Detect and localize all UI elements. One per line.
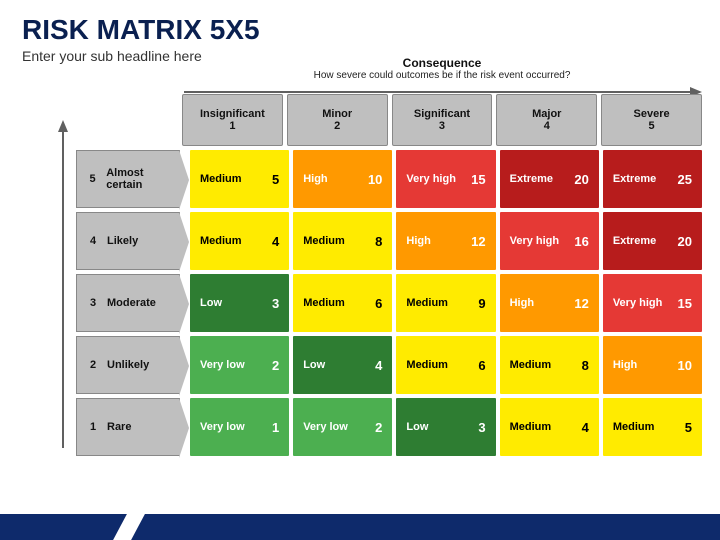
row-headers: 5Almost certain4Likely3Moderate2Unlikely…	[76, 150, 180, 456]
risk-cell-label: Extreme	[510, 173, 553, 185]
risk-cell-value: 8	[375, 234, 382, 249]
risk-cell-value: 4	[272, 234, 279, 249]
risk-cell: High 10	[603, 336, 702, 394]
risk-cell-value: 8	[582, 358, 589, 373]
risk-cell: High 10	[293, 150, 392, 208]
risk-cell: Very high 15	[603, 274, 702, 332]
grid-row: Very low 2 Low 4 Medium 6 Medium 8 High 10	[190, 336, 702, 394]
risk-cell: Medium 5	[190, 150, 289, 208]
risk-cell-label: Medium	[510, 359, 552, 371]
risk-cell-value: 1	[272, 420, 279, 435]
risk-cell-label: Low	[303, 359, 325, 371]
risk-cell-value: 20	[678, 234, 692, 249]
risk-cell-value: 6	[478, 358, 485, 373]
risk-cell: Very low 1	[190, 398, 289, 456]
risk-cell-value: 4	[582, 420, 589, 435]
risk-cell: Medium 4	[500, 398, 599, 456]
risk-cell-label: Very low	[200, 359, 245, 371]
risk-cell: Very high 16	[500, 212, 599, 270]
risk-cell-value: 12	[471, 234, 485, 249]
column-header: Insignificant1	[182, 94, 283, 146]
consequence-axis-label: Consequence How severe could outcomes be…	[182, 56, 702, 81]
risk-cell-label: Very high	[613, 297, 663, 309]
risk-cell-value: 12	[574, 296, 588, 311]
risk-cell-value: 15	[678, 296, 692, 311]
risk-cell: Medium 8	[500, 336, 599, 394]
risk-cell-value: 20	[574, 172, 588, 187]
grid-row: Medium 4 Medium 8 High 12 Very high 16 Extreme 20	[190, 212, 702, 270]
risk-cell-value: 5	[685, 420, 692, 435]
risk-cell-label: Medium	[303, 235, 345, 247]
risk-cell-label: High	[510, 297, 534, 309]
risk-cell-label: Medium	[406, 359, 448, 371]
risk-cell-label: Low	[200, 297, 222, 309]
risk-grid: Medium5High10Very high15Extreme20Extreme…	[190, 150, 702, 456]
risk-cell: Medium 8	[293, 212, 392, 270]
grid-row: Low 3 Medium 6 Medium 9 High 12 Very high 15	[190, 274, 702, 332]
risk-cell: Very low 2	[190, 336, 289, 394]
risk-cell-label: Very high	[406, 173, 456, 185]
risk-cell: Medium 5	[603, 398, 702, 456]
risk-cell: Medium 9	[396, 274, 495, 332]
row-header: 5Almost certain	[76, 150, 180, 208]
risk-cell-value: 3	[478, 420, 485, 435]
risk-cell-value: 25	[678, 172, 692, 187]
risk-cell: Medium 4	[190, 212, 289, 270]
risk-cell: Very high 15	[396, 150, 495, 208]
grid-row: Very low 1 Very low 2 Low 3 Medium 4 Medium 5	[190, 398, 702, 456]
risk-cell: High 12	[396, 212, 495, 270]
risk-cell-label: Very low	[303, 421, 348, 433]
risk-cell-value: 5	[272, 172, 279, 187]
risk-cell-value: 16	[574, 234, 588, 249]
risk-cell: High 12	[500, 274, 599, 332]
risk-cell: Medium 6	[293, 274, 392, 332]
row-header: 1Rare	[76, 398, 180, 456]
risk-cell: Extreme 25	[603, 150, 702, 208]
risk-cell: Medium 6	[396, 336, 495, 394]
risk-cell-value: 4	[375, 358, 382, 373]
risk-cell: Extreme 20	[603, 212, 702, 270]
risk-cell-label: High	[406, 235, 430, 247]
risk-cell-value: 15	[471, 172, 485, 187]
risk-cell-value: 10	[678, 358, 692, 373]
risk-cell-label: Medium	[200, 173, 242, 185]
row-header: 2Unlikely	[76, 336, 180, 394]
row-header: 4Likely	[76, 212, 180, 270]
risk-cell: Low 4	[293, 336, 392, 394]
risk-cell-value: 2	[375, 420, 382, 435]
risk-cell-label: Very low	[200, 421, 245, 433]
risk-cell: Extreme 20	[500, 150, 599, 208]
column-header: Severe5	[601, 94, 702, 146]
risk-cell-value: 3	[272, 296, 279, 311]
page-title: RISK MATRIX 5X5	[22, 14, 698, 46]
column-header: Major4	[496, 94, 597, 146]
likelihood-arrow-icon	[58, 120, 68, 450]
risk-cell-label: Very high	[510, 235, 560, 247]
risk-cell-label: Medium	[406, 297, 448, 309]
risk-cell-value: 2	[272, 358, 279, 373]
risk-cell-label: High	[613, 359, 637, 371]
risk-cell-label: Medium	[613, 421, 655, 433]
risk-cell-label: Low	[406, 421, 428, 433]
column-header: Significant3	[392, 94, 493, 146]
risk-cell-label: Extreme	[613, 235, 656, 247]
risk-cell-label: Medium	[510, 421, 552, 433]
risk-cell-label: Extreme	[613, 173, 656, 185]
risk-cell-label: Medium	[303, 297, 345, 309]
risk-cell: Low 3	[396, 398, 495, 456]
risk-cell: Very low 2	[293, 398, 392, 456]
risk-cell: Low 3	[190, 274, 289, 332]
risk-cell-value: 9	[478, 296, 485, 311]
footer-bar	[0, 514, 720, 540]
risk-cell-label: Medium	[200, 235, 242, 247]
column-header: Minor2	[287, 94, 388, 146]
risk-cell-label: High	[303, 173, 327, 185]
consequence-arrow-icon	[182, 84, 702, 94]
column-headers: Insignificant1Minor2Significant3Major4Se…	[182, 94, 702, 146]
grid-row: Medium5High10Very high15Extreme20Extreme…	[190, 150, 702, 208]
risk-cell-value: 10	[368, 172, 382, 187]
risk-cell-value: 6	[375, 296, 382, 311]
row-header: 3Moderate	[76, 274, 180, 332]
